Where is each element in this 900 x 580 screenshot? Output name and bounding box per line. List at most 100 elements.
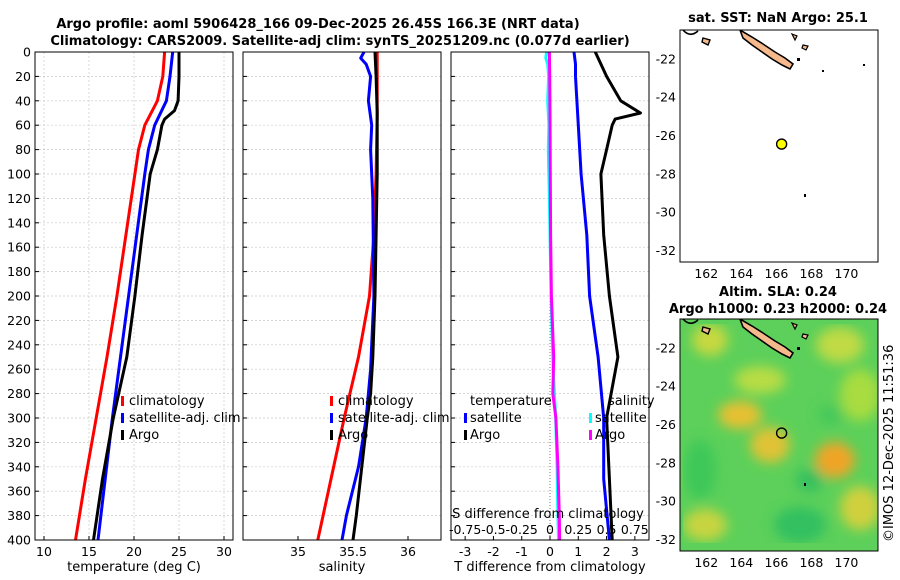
y-tick-label: 40 xyxy=(15,93,31,108)
y-tick-label: 80 xyxy=(15,142,31,157)
x-tick-label: 25 xyxy=(171,544,187,559)
sla-map-title: Altim. SLA: 0.24 xyxy=(719,285,837,300)
legend-label-climatology: climatology xyxy=(338,394,414,409)
sst-map-title: sat. SST: NaN Argo: 25.1 xyxy=(688,11,868,26)
salinity-panel xyxy=(316,52,379,540)
x-tick-label: -2 xyxy=(487,544,499,559)
difference-x2label: S difference from climatology xyxy=(452,507,644,522)
y-tick-label: 100 xyxy=(7,167,31,182)
x2-tick-label: 0.25 xyxy=(564,522,592,537)
temperature-legend: climatology satellite-adj. clim Argo xyxy=(121,394,241,443)
y-tick-label: 0 xyxy=(23,45,31,60)
y-tick-label: 320 xyxy=(7,435,31,450)
map-x-tick-label: 170 xyxy=(835,555,859,570)
sla-anomaly xyxy=(718,401,762,429)
y-tick-label: 200 xyxy=(7,289,31,304)
island-outline xyxy=(682,319,699,325)
legend-label-argo: Argo xyxy=(338,428,368,443)
sla-map xyxy=(679,318,879,552)
map-x-tick-label: 170 xyxy=(835,266,859,281)
map-y-tick-label: -22 xyxy=(656,340,676,355)
tick-labels: 10 15 20 25 30 35 35.5 36 -3 -2 -1 0 1 2 3020406080100… xyxy=(7,45,858,571)
map-y-tick-label: -32 xyxy=(656,243,676,258)
x2-tick-label: 0.75 xyxy=(621,522,649,537)
island-outline xyxy=(822,70,824,72)
y-tick-label: 360 xyxy=(7,484,31,499)
legend-label-satellite: satellite-adj. clim xyxy=(129,411,241,426)
x-tick-label: 3 xyxy=(631,544,639,559)
island-outline xyxy=(682,30,699,36)
map-x-tick-label: 162 xyxy=(694,555,718,570)
island-outline xyxy=(701,326,711,335)
sst-map-frame xyxy=(679,29,879,263)
legend-label-climatology: climatology xyxy=(129,394,205,409)
y-tick-label: 160 xyxy=(7,240,31,255)
x-tick-label: -1 xyxy=(515,544,527,559)
y-tick-label: 340 xyxy=(7,459,31,474)
x2-tick-label: -0.75 xyxy=(449,522,481,537)
x-tick-label: 35 xyxy=(290,544,306,559)
y-tick-label: 380 xyxy=(7,508,31,523)
island-outline xyxy=(790,321,798,331)
sla-anomaly xyxy=(683,509,727,541)
legend-head-temperature: temperature xyxy=(470,394,552,409)
x-tick-label: 1 xyxy=(574,544,582,559)
sla-anomaly xyxy=(774,507,826,543)
figure-title: Argo profile: aoml 5906428_166 09-Dec-20… xyxy=(56,17,579,32)
map-x-tick-label: 166 xyxy=(764,555,788,570)
island-outline xyxy=(701,37,711,46)
legend-swatch-climatology xyxy=(330,396,333,406)
x-tick-label: 10 xyxy=(36,544,52,559)
island-outline xyxy=(863,64,865,66)
sla-anomaly xyxy=(840,486,878,530)
x-tick-label: 20 xyxy=(126,544,142,559)
map-y-tick-label: -28 xyxy=(656,166,676,181)
legend-label-t-argo: Argo xyxy=(470,428,500,443)
series-line-argo xyxy=(92,52,181,540)
x-tick-label: -3 xyxy=(459,544,471,559)
map-y-tick-label: -30 xyxy=(656,205,676,220)
x-tick-label: 30 xyxy=(216,544,232,559)
legend-label-s-argo: Argo xyxy=(595,428,625,443)
y-tick-label: 140 xyxy=(7,215,31,230)
map-y-tick-label: -28 xyxy=(656,455,676,470)
sla-anomaly xyxy=(796,468,824,492)
legend-swatch-s-satellite xyxy=(589,413,592,423)
series-line-argo xyxy=(351,52,379,540)
legend-swatch-t-argo xyxy=(464,430,467,440)
difference-xlabel: T difference from climatology xyxy=(453,560,646,575)
salinity-legend: climatology satellite-adj. clim Argo xyxy=(330,394,450,443)
x2-tick-label: 0 xyxy=(546,522,554,537)
legend-swatch-climatology xyxy=(121,396,124,406)
map-y-tick-label: -32 xyxy=(656,532,676,547)
y-tick-label: 220 xyxy=(7,313,31,328)
legend-swatch-s-argo xyxy=(589,430,592,440)
legend-swatch-argo xyxy=(330,430,333,440)
x-tick-label: 15 xyxy=(81,544,97,559)
sla-anomaly xyxy=(684,440,716,500)
argo-position-marker xyxy=(775,138,788,150)
sla-map-frame xyxy=(679,318,879,552)
series-line-satellite-adj-clim xyxy=(340,52,376,540)
map-x-tick-label: 168 xyxy=(799,555,823,570)
imos-timestamp: ©IMOS 12-Dec-2025 11:51:36 xyxy=(882,345,897,542)
series-line-s-argo xyxy=(547,52,562,540)
y-tick-label: 260 xyxy=(7,362,31,377)
island-outline xyxy=(797,58,800,61)
x2-tick-label: -0.5 xyxy=(481,522,505,537)
map-x-tick-label: 164 xyxy=(729,555,753,570)
temperature-xlabel: temperature (deg C) xyxy=(67,560,201,575)
new-caledonia-land xyxy=(739,319,795,360)
y-tick-label: 180 xyxy=(7,264,31,279)
map-y-tick-label: -24 xyxy=(656,90,676,105)
new-caledonia-land xyxy=(739,30,795,71)
island-outline xyxy=(801,44,809,51)
x2-tick-label: 0.5 xyxy=(597,522,617,537)
island-outline xyxy=(804,194,806,197)
series-line-t-satellite xyxy=(572,52,611,540)
y-tick-label: 280 xyxy=(7,386,31,401)
map-y-tick-label: -30 xyxy=(656,494,676,509)
legend-label-t-satellite: satellite xyxy=(470,411,522,426)
sst-map xyxy=(679,29,879,263)
